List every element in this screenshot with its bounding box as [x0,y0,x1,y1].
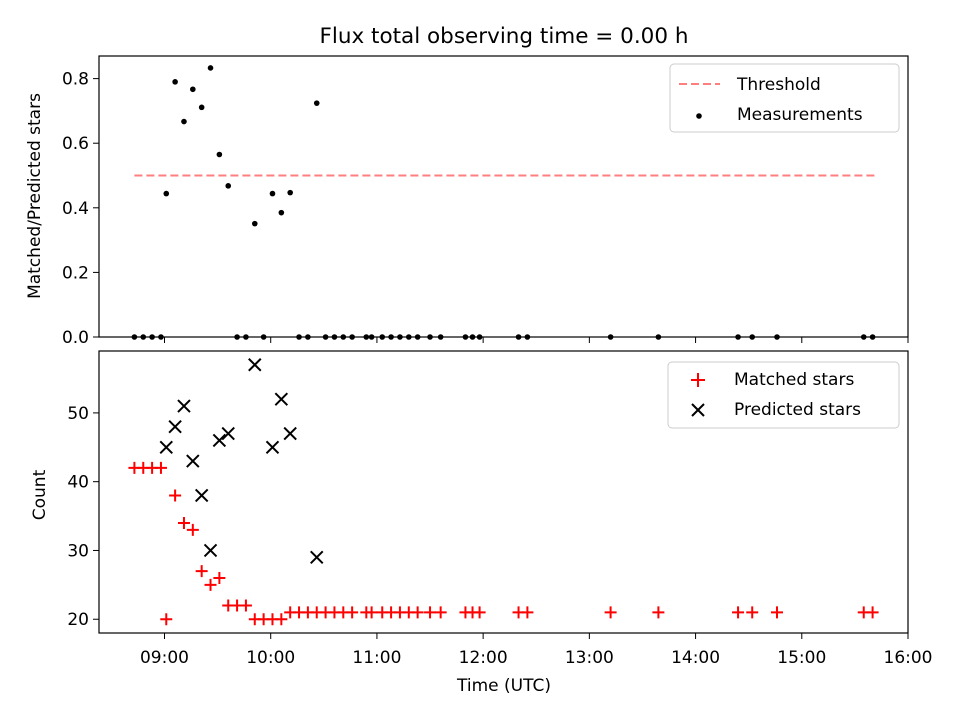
matched-star-point [866,606,879,619]
matched-star-point [346,606,359,619]
matched-star-point [424,606,437,619]
bottom-legend-box [667,361,900,429]
predicted-star-point [177,399,191,413]
y-tick-label: 20 [67,610,89,630]
y-tick-label: 0.4 [62,199,89,219]
measurement-point [251,220,258,227]
legend-measurements-label: Measurements [737,105,863,125]
y-tick-label: 0.0 [62,328,89,348]
predicted-star-point [212,433,227,448]
measurement-point [287,189,293,196]
legend-threshold-label: Threshold [736,75,821,95]
figure-title: Flux total observing time = 0.00 h [320,24,689,49]
legend-matched-label: Matched stars [734,370,854,390]
bottom-ylabel: Count [30,469,50,520]
predicted-star-point [265,440,280,455]
measurement-point [207,65,214,71]
matched-star-point [169,489,182,502]
measurement-point [216,151,223,158]
predicted-star-point [159,440,173,455]
top-legend: Threshold Measurements [669,63,900,133]
x-tick-label: 14:00 [671,648,720,668]
matched-star-point [186,523,199,536]
y-tick-label: 50 [67,404,89,424]
matched-star-point [177,516,190,529]
y-tick-label: 40 [67,473,89,493]
measurement-point [269,190,276,197]
x-tick-label: 10:00 [246,648,295,668]
top-panel: Matched/Predicted stars 0.00.20.40.60.8 … [25,55,909,348]
predicted-star-point [274,392,289,406]
matched-star-point [154,461,167,474]
matched-star-point [204,578,217,591]
bottom-panel: Count Time (UTC) 20 30 40 50 09:00 10:00 11:00… [30,350,933,696]
matched-star-point [652,606,665,619]
measurement-point [172,79,178,85]
y-tick-label: 0.8 [62,70,89,90]
matched-star-point [732,606,745,619]
matched-star-point [365,606,378,619]
top-legend-box [669,63,900,133]
measurement-point [225,183,232,189]
x-tick-label: 13:00 [565,648,614,668]
bottom-legend: Matched stars Predicted stars [667,361,900,429]
x-axis-label: Time (UTC) [456,676,551,696]
legend-measurements-swatch [696,113,702,119]
matched-star-point [434,606,447,619]
predicted-star-point [194,488,209,503]
bottom-axes-frame [98,350,909,634]
predicted-star-point [203,543,218,558]
x-tick-label: 11:00 [352,648,401,668]
matched-star-point [473,606,486,619]
x-tick-label: 16:00 [884,648,933,668]
y-tick-label: 0.6 [62,134,89,154]
matched-star-point [195,565,208,578]
x-tick-label: 15:00 [777,648,826,668]
matched-star-point [604,606,617,619]
matched-star-point [239,599,252,612]
measurement-point [278,209,285,216]
top-axes-frame [98,55,909,338]
legend-predicted-label: Predicted stars [734,400,861,420]
y-tick-label: 0.2 [62,263,89,283]
matched-star-point [213,571,226,584]
matched-star-point [521,606,534,619]
measurement-point [181,118,187,125]
legend-predicted-swatch [691,403,705,417]
measurement-point [198,104,205,111]
predicted-star-point [248,358,262,372]
matched-star-point [275,613,288,626]
predicted-star-point [168,419,182,434]
top-axis-ticks: 0.0 0.2 0.4 0.6 0.8 [62,70,909,348]
y-tick-label: 30 [67,541,89,561]
matched-star-point [746,606,759,619]
x-tick-label: 12:00 [459,648,508,668]
bottom-axis-ticks: 20 30 40 50 09:00 10:00 11:00 12:00 13:00 14:00 15… [67,404,932,668]
top-ylabel: Matched/Predicted stars [25,93,45,299]
legend-matched-swatch [691,373,705,387]
predicted-star-point [283,426,297,441]
bottom-plot-area [128,358,879,626]
matched-star-point [160,613,173,626]
matched-star-point [771,606,784,619]
matched-star-point [411,606,424,619]
measurement-point [190,86,196,93]
predicted-star-point [186,454,200,468]
top-plot-area [131,65,877,340]
x-tick-label: 09:00 [140,648,189,668]
measurement-point [313,100,320,106]
predicted-star-point [221,426,235,441]
predicted-star-point [310,550,324,565]
measurement-point [163,190,170,197]
